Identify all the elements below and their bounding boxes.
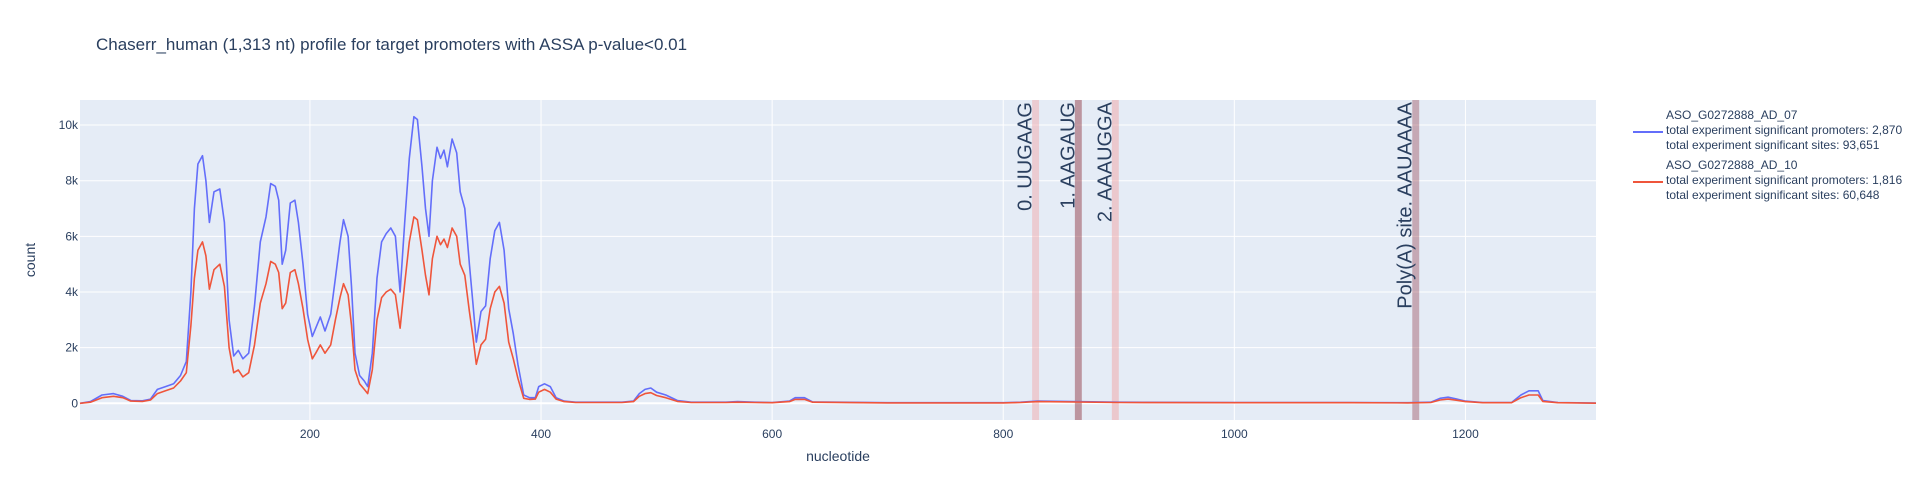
chart-title: Chaserr_human (1,313 nt) profile for tar… <box>96 35 687 54</box>
annotation-bands <box>1032 100 1420 420</box>
x-axis-title: nucleotide <box>806 448 870 464</box>
y-tick-label: 8k <box>65 174 79 188</box>
annotation-label: 0. UUGAAG <box>1015 102 1037 211</box>
legend-label: total experiment significant sites: 60,6… <box>1666 188 1880 202</box>
annotation-band <box>1074 100 1082 420</box>
grid <box>80 100 1596 420</box>
series-lines <box>79 115 1597 405</box>
series-line-2 <box>79 216 1597 405</box>
legend-label: ASO_G0272888_AD_07 <box>1666 108 1798 122</box>
legend-label: total experiment significant sites: 93,6… <box>1666 138 1880 152</box>
series-line-1 <box>79 115 1597 405</box>
legend-label: total experiment significant promoters: … <box>1666 173 1902 187</box>
x-tick-label: 1200 <box>1452 427 1479 441</box>
annotation-label: 2. AAAUGGA <box>1094 101 1116 222</box>
x-tick-labels: 200 400 600 800 1000 1200 <box>300 427 1479 441</box>
y-axis-title: count <box>22 243 38 277</box>
y-tick-label: 0 <box>71 396 78 410</box>
x-tick-label: 400 <box>531 427 551 441</box>
x-tick-label: 1000 <box>1221 427 1248 441</box>
annotation-band <box>1412 100 1420 420</box>
y-tick-labels: 0 2k 4k 6k 8k 10k <box>59 118 79 410</box>
legend-label: total experiment significant promoters: … <box>1666 123 1902 137</box>
annotation-label: Poly(A) site. AAUAAAA <box>1395 101 1417 308</box>
y-tick-label: 2k <box>65 341 79 355</box>
x-tick-label: 800 <box>993 427 1013 441</box>
x-tick-label: 600 <box>762 427 782 441</box>
x-tick-label: 200 <box>300 427 320 441</box>
annotation-band <box>1111 100 1119 420</box>
y-tick-label: 10k <box>59 118 79 132</box>
annotation-band <box>1032 100 1040 420</box>
y-tick-label: 6k <box>65 229 79 243</box>
legend-label: ASO_G0272888_AD_10 <box>1666 158 1798 172</box>
annotation-label: 1. AAGAUG <box>1057 102 1079 209</box>
y-tick-label: 4k <box>65 285 79 299</box>
annotation-labels: 0. UUGAAG 1. AAGAUG 2. AAAUGGA Poly(A) site… <box>1015 101 1417 308</box>
plot-area <box>80 100 1596 420</box>
